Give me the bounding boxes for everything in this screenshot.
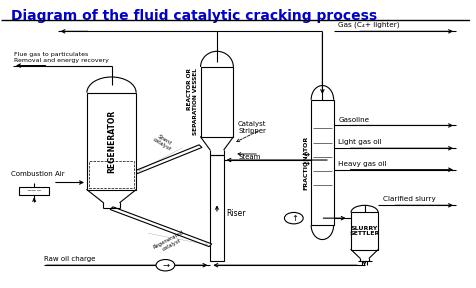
Text: FRACTIONATOR: FRACTIONATOR <box>304 135 309 190</box>
Text: REGENERATOR: REGENERATOR <box>107 109 116 173</box>
Bar <box>311 100 334 225</box>
Text: Gas (C₄+ lighter): Gas (C₄+ lighter) <box>338 22 400 29</box>
Text: Diagram of the fluid catalytic cracking process: Diagram of the fluid catalytic cracking … <box>11 9 377 22</box>
Text: Combustion Air: Combustion Air <box>11 171 64 177</box>
Text: Regenerated
catalyst: Regenerated catalyst <box>153 230 188 255</box>
Text: Heavy gas oil: Heavy gas oil <box>338 161 387 167</box>
Text: Steam: Steam <box>238 154 260 160</box>
Circle shape <box>285 213 303 224</box>
Bar <box>87 93 136 190</box>
Text: Catalyst
Stripper: Catalyst Stripper <box>238 121 267 134</box>
Text: Gasoline: Gasoline <box>338 117 369 123</box>
Circle shape <box>156 259 175 271</box>
Text: REACTOR OR
SEPARATION VESSEL: REACTOR OR SEPARATION VESSEL <box>188 69 198 135</box>
Text: Riser: Riser <box>226 209 245 218</box>
Text: Light gas oil: Light gas oil <box>338 139 382 145</box>
Bar <box>19 187 50 195</box>
Text: →: → <box>301 151 309 161</box>
Text: ~~~: ~~~ <box>26 189 42 194</box>
Bar <box>210 156 224 261</box>
Text: →: → <box>301 159 309 169</box>
Bar <box>200 67 233 137</box>
Text: Raw oil charge: Raw oil charge <box>44 256 95 262</box>
Text: Spent
catalyst: Spent catalyst <box>152 132 175 152</box>
Polygon shape <box>110 207 212 247</box>
Text: Flue gas to particulates
Removal and energy recovery: Flue gas to particulates Removal and ene… <box>14 52 109 63</box>
Text: SLURRY
SETTLER: SLURRY SETTLER <box>349 226 380 236</box>
Text: Clarified slurry: Clarified slurry <box>383 196 436 202</box>
Text: ↑: ↑ <box>291 214 298 223</box>
Polygon shape <box>135 145 202 173</box>
Bar <box>351 213 378 249</box>
Bar <box>89 161 134 188</box>
Text: →: → <box>162 261 169 270</box>
